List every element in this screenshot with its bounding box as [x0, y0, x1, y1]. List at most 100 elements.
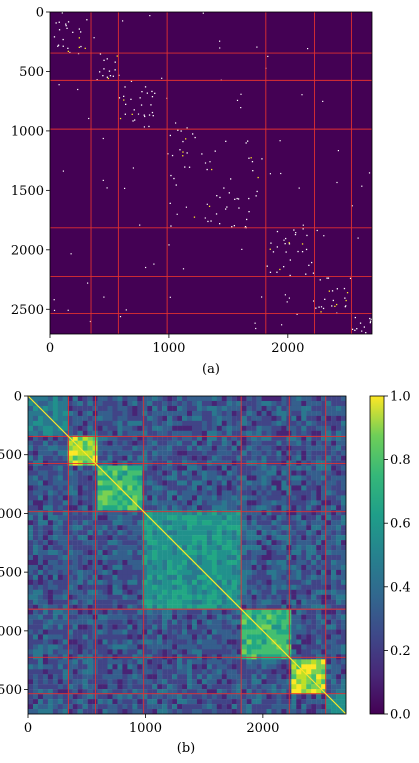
heat-cell [281, 709, 287, 715]
heat-cell [97, 480, 103, 486]
heat-cell [157, 664, 163, 670]
heat-cell [296, 684, 302, 690]
heat-cell [87, 584, 93, 590]
heat-cell [226, 445, 232, 451]
heat-cell [231, 689, 237, 695]
heat-cell [47, 490, 54, 496]
heat-cell [32, 420, 39, 427]
heat-cell [172, 535, 178, 541]
heat-cell [311, 709, 317, 715]
heat-cell [321, 644, 327, 650]
heat-cell [311, 644, 317, 650]
heat-cell [87, 624, 93, 630]
point [336, 303, 338, 306]
heat-cell [172, 440, 178, 446]
heat-cell [276, 604, 282, 610]
heat-cell [157, 634, 163, 640]
heat-cell [196, 415, 203, 422]
heat-cell [206, 699, 213, 705]
point [57, 45, 59, 47]
heat-cell [336, 664, 342, 670]
heat-cell [246, 430, 252, 436]
heat-cell [336, 465, 342, 471]
point [96, 79, 98, 81]
heat-cell [137, 515, 143, 521]
point [248, 211, 250, 213]
heat-cell [187, 540, 193, 546]
point [62, 38, 64, 41]
heat-cell [28, 604, 34, 610]
heat-cell [196, 525, 203, 531]
point [150, 104, 152, 106]
heat-cell [341, 550, 347, 556]
point [293, 229, 295, 231]
heat-cell [301, 609, 307, 615]
heat-cell [306, 420, 312, 427]
heat-cell [162, 550, 168, 556]
heat-cell [77, 415, 83, 422]
heat-cell [261, 574, 267, 581]
heat-cell [57, 589, 63, 595]
heat-cell [211, 614, 218, 620]
heat-cell [231, 589, 237, 595]
heat-cell [117, 425, 123, 431]
heat-cell [236, 470, 242, 476]
heat-cell [117, 480, 123, 486]
heat-cell [206, 440, 213, 446]
heat-cell [162, 679, 168, 685]
heat-cell [52, 709, 59, 715]
heat-cell [251, 664, 257, 670]
heat-cell [102, 515, 108, 521]
point [228, 192, 230, 194]
heat-cell [206, 659, 213, 665]
heat-cell [331, 659, 337, 665]
heat-cell [132, 510, 138, 516]
heat-cell [276, 520, 282, 526]
heat-cell [311, 405, 317, 412]
point [185, 138, 187, 140]
panel-a-points [53, 12, 372, 336]
heat-cell [42, 629, 49, 635]
heat-cell [72, 510, 78, 516]
heat-cell [182, 629, 188, 635]
heat-cell [216, 629, 222, 635]
heat-cell [62, 455, 68, 461]
heat-cell [72, 465, 78, 471]
heat-cell [251, 480, 257, 486]
point [363, 326, 365, 328]
heat-cell [57, 530, 63, 536]
heat-cell [291, 584, 297, 590]
heat-cell [28, 400, 34, 407]
heat-cell [296, 559, 302, 566]
heat-cell [62, 644, 68, 650]
heat-cell [107, 450, 113, 456]
heat-cell [87, 564, 93, 571]
heat-cell [341, 400, 347, 407]
heat-cell [196, 505, 203, 511]
heat-cell [326, 480, 332, 486]
point [305, 248, 308, 251]
heat-cell [296, 405, 302, 412]
heat-cell [216, 604, 222, 610]
heat-cell [172, 649, 178, 655]
heat-cell [127, 674, 133, 680]
heat-cell [112, 435, 118, 441]
heat-cell [246, 555, 252, 561]
heat-cell [336, 415, 342, 422]
heat-cell [326, 569, 332, 576]
heat-cell [157, 550, 163, 556]
heat-cell [316, 559, 322, 566]
heat-cell [107, 465, 113, 471]
heat-cell [182, 624, 188, 630]
heat-cell [177, 555, 183, 561]
point [346, 292, 349, 294]
heat-cell [72, 550, 78, 556]
heat-cell [296, 530, 302, 536]
heat-cell [172, 694, 178, 700]
heat-cell [271, 465, 277, 471]
heat-cell [152, 644, 158, 650]
heat-cell [172, 674, 178, 680]
heat-cell [32, 609, 39, 615]
heat-cell [266, 480, 272, 486]
